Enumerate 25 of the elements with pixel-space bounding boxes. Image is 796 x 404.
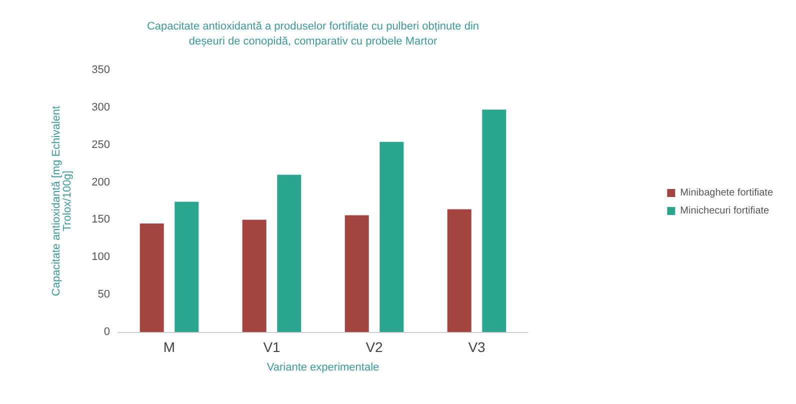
- bar: [344, 215, 369, 332]
- bar: [242, 220, 266, 332]
- bar: [277, 174, 302, 332]
- y-tick-label: 200: [92, 176, 110, 188]
- x-tick-label: V1: [263, 339, 281, 355]
- y-tick-label: 150: [92, 214, 110, 226]
- y-tick-label: 350: [92, 64, 110, 76]
- y-tick-label: 100: [92, 251, 110, 264]
- bar: [380, 142, 404, 332]
- bar: [140, 223, 164, 332]
- chart-title: Capacitate antioxidantă a produselor fortifiate cu pulberi obținute din deșeuri de conopidă, comparativ cu probele Martor: [146, 20, 480, 48]
- bar: [447, 209, 472, 332]
- y-tick-label: 250: [92, 138, 110, 151]
- bar: [174, 202, 199, 332]
- legend-label: Minibaghete fortifiate: [680, 188, 774, 198]
- bar: [482, 110, 506, 332]
- x-axis-title: Variante experimentale: [266, 362, 380, 374]
- legend-label: Minichecuri fortifiate: [680, 206, 770, 216]
- x-tick-label: V3: [468, 339, 486, 355]
- y-tick-label: 300: [92, 101, 110, 114]
- y-axis-title: Capacitate antioxidantă [mg Echivalent Trolox/100g]: [50, 106, 74, 296]
- x-tick-label: V2: [366, 339, 384, 355]
- y-tick-label: 0: [104, 326, 110, 338]
- x-tick-label: M: [163, 339, 176, 355]
- y-tick-label: 50: [98, 288, 110, 301]
